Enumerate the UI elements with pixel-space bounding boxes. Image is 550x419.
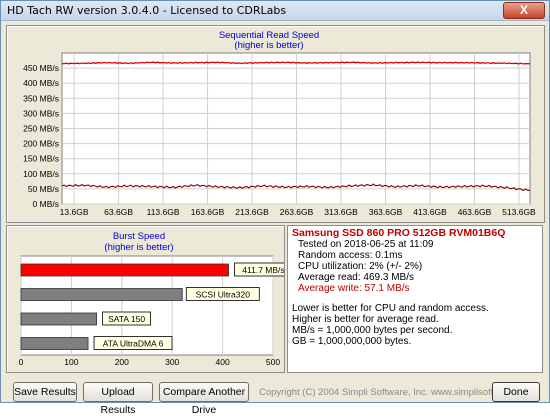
burst-chart-subtitle: (higher is better) bbox=[104, 242, 173, 253]
seq-series bbox=[61, 61, 531, 192]
seq-x-tick-label: 13.6GB bbox=[60, 207, 89, 217]
note-line: Lower is better for CPU and random acces… bbox=[292, 303, 489, 314]
seq-y-tick-label: 300 MB/s bbox=[23, 108, 59, 118]
burst-bar bbox=[20, 337, 89, 350]
seq-y-tick-label: 250 MB/s bbox=[23, 124, 59, 134]
random-access: Random access: 0.1ms bbox=[298, 250, 403, 261]
done-button[interactable]: Done bbox=[492, 382, 540, 402]
copyright-text: Copyright (C) 2004 Simpli Software, Inc.… bbox=[259, 387, 535, 398]
note-line: Higher is better for average read. bbox=[292, 314, 439, 325]
seq-x-tick-label: 313.6GB bbox=[324, 207, 358, 217]
burst-x-axis: 0 100 200 300 400 500 bbox=[19, 357, 281, 367]
average-write: Average write: 57.1 MB/s bbox=[298, 283, 410, 294]
read-speed-line bbox=[61, 61, 531, 65]
burst-bar-label: 411.7 MB/s bbox=[242, 265, 284, 275]
burst-x-tick-label: 200 bbox=[115, 357, 129, 367]
burst-value-box bbox=[234, 262, 284, 277]
seq-y-tick-label: 450 MB/s bbox=[23, 63, 59, 73]
burst-value-box bbox=[102, 311, 151, 326]
seq-y-tick-label: 400 MB/s bbox=[23, 78, 59, 88]
seq-x-tick-label: 163.6GB bbox=[191, 207, 225, 217]
seq-x-tick-label: 463.6GB bbox=[458, 207, 492, 217]
burst-speed-chart: Burst Speed (higher is better) 411.7 MB/… bbox=[19, 231, 284, 367]
seq-y-tick-label: 350 MB/s bbox=[23, 93, 59, 103]
seq-x-tick-label: 113.6GB bbox=[147, 207, 180, 217]
cpu-utilization: CPU utilization: 2% (+/- 2%) bbox=[298, 261, 423, 272]
drive-name: Samsung SSD 860 PRO 512GB RVM01B6Q bbox=[292, 227, 506, 239]
seq-y-tick-label: 100 MB/s bbox=[23, 169, 59, 179]
seq-x-axis: 13.6GB 63.6GB 113.6GB 163.6GB 213.6GB 263.6GB… bbox=[60, 207, 536, 217]
upload-results-button[interactable]: Upload Results bbox=[83, 382, 153, 416]
window-title: HD Tach RW version 3.0.4.0 - Licensed to… bbox=[7, 4, 287, 17]
seq-y-tick-label: 200 MB/s bbox=[23, 139, 59, 149]
save-results-button[interactable]: Save Results bbox=[13, 382, 77, 402]
burst-x-tick-label: 300 bbox=[165, 357, 179, 367]
burst-x-tick-label: 400 bbox=[216, 357, 230, 367]
burst-bar-label: SATA 150 bbox=[108, 314, 145, 324]
title-bar: HD Tach RW version 3.0.4.0 - Licensed to… bbox=[1, 1, 549, 21]
burst-value-box bbox=[93, 336, 173, 350]
burst-speed-panel: Burst Speed (higher is better) 411.7 MB/… bbox=[6, 225, 285, 373]
burst-bar bbox=[20, 288, 183, 301]
burst-bar-label: ATA UltraDMA 6 bbox=[103, 339, 164, 349]
close-button[interactable]: X bbox=[503, 2, 545, 19]
burst-chart-title: Burst Speed bbox=[113, 231, 165, 242]
burst-bar bbox=[20, 312, 97, 326]
seq-x-tick-label: 513.6GB bbox=[502, 207, 536, 217]
compare-drive-button[interactable]: Compare Another Drive bbox=[159, 382, 249, 416]
seq-x-tick-label: 363.6GB bbox=[369, 207, 403, 217]
sequential-read-panel: Sequential Read Speed (higher is better)… bbox=[6, 25, 545, 223]
tested-date: Tested on 2018-06-25 at 11:09 bbox=[298, 239, 434, 250]
sequential-read-chart: Sequential Read Speed (higher is better)… bbox=[23, 30, 536, 217]
note-line: MB/s = 1,000,000 bytes per second. bbox=[292, 325, 453, 336]
seq-x-tick-label: 263.6GB bbox=[280, 207, 314, 217]
seq-chart-subtitle: (higher is better) bbox=[234, 40, 303, 51]
burst-x-tick-label: 500 bbox=[266, 357, 280, 367]
burst-bars: 411.7 MB/s SCSI Ultra320 SATA 150 ATA Ultra… bbox=[20, 262, 284, 350]
seq-grid bbox=[62, 53, 530, 205]
burst-value-box bbox=[185, 287, 260, 301]
burst-x-tick-label: 0 bbox=[19, 357, 24, 367]
seq-x-tick-label: 413.6GB bbox=[413, 207, 447, 217]
results-info-panel: Samsung SSD 860 PRO 512GB RVM01B6Q Teste… bbox=[287, 225, 543, 373]
average-read: Average read: 469.3 MB/s bbox=[298, 272, 414, 283]
seq-y-tick-label: 0 MB/s bbox=[33, 199, 59, 209]
seq-x-tick-label: 213.6GB bbox=[235, 207, 269, 217]
burst-bar bbox=[20, 263, 229, 277]
write-speed-line bbox=[61, 183, 531, 192]
seq-x-tick-label: 63.6GB bbox=[104, 207, 133, 217]
seq-y-tick-label: 150 MB/s bbox=[23, 154, 59, 164]
burst-bar-label: SCSI Ultra320 bbox=[196, 290, 251, 300]
seq-chart-title: Sequential Read Speed bbox=[219, 30, 319, 41]
burst-x-tick-label: 100 bbox=[64, 357, 78, 367]
note-line: GB = 1,000,000,000 bytes. bbox=[292, 336, 412, 347]
seq-y-tick-label: 50 MB/s bbox=[28, 184, 59, 194]
seq-y-axis: 450 MB/s 400 MB/s 350 MB/s 300 MB/s 250 MB/s… bbox=[23, 63, 59, 209]
